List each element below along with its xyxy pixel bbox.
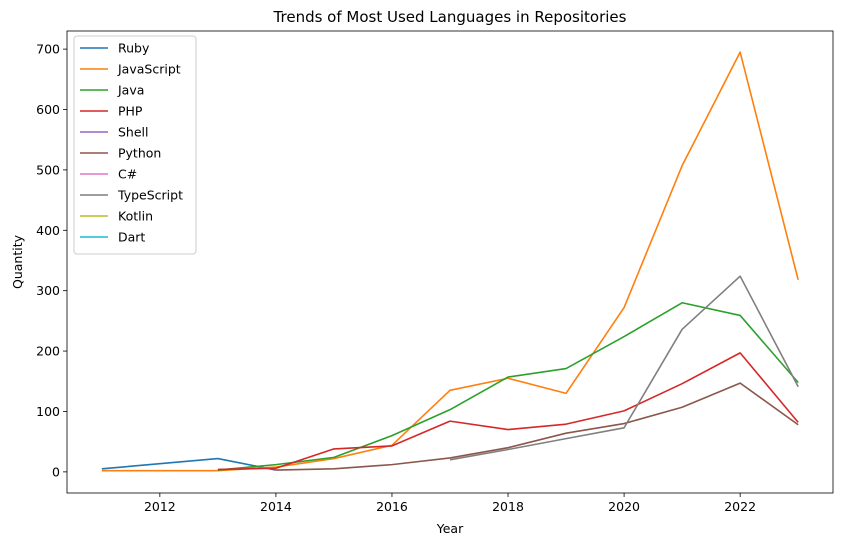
- x-tick-label: 2012: [144, 499, 176, 514]
- legend-label: JavaScript: [117, 62, 181, 77]
- y-axis-label: Quantity: [10, 234, 25, 289]
- x-tick-label: 2018: [492, 499, 524, 514]
- series-line-typescript: [449, 275, 799, 461]
- series-line-javascript: [101, 51, 799, 472]
- plot-frame: [66, 30, 834, 494]
- y-tick-label: 0: [52, 464, 60, 479]
- legend-label: PHP: [118, 104, 143, 119]
- legend-label: Shell: [118, 125, 149, 140]
- y-tick-label: 200: [36, 344, 60, 359]
- y-tick-label: 500: [36, 162, 60, 177]
- y-tick-label: 700: [36, 42, 60, 57]
- x-tick-label: 2022: [724, 499, 756, 514]
- legend-label: Ruby: [118, 41, 150, 56]
- legend-label: Java: [117, 83, 144, 98]
- series-line-php: [217, 352, 799, 471]
- x-tick-label: 2020: [608, 499, 640, 514]
- legend-label: Dart: [118, 230, 145, 245]
- plot-area: 2012 2014 2016 2018 2020 2022 0 100 200 300 400 500…: [36, 30, 834, 514]
- legend-label: TypeScript: [117, 188, 183, 203]
- y-tick-label: 300: [36, 283, 60, 298]
- y-tick-label: 100: [36, 404, 60, 419]
- legend-label: C#: [118, 167, 137, 182]
- chart-title: Trends of Most Used Languages in Reposit…: [273, 8, 627, 26]
- legend-label: Python: [118, 146, 161, 161]
- y-tick-label: 400: [36, 223, 60, 238]
- x-tick-label: 2014: [260, 499, 292, 514]
- legend-label: Kotlin: [118, 209, 153, 224]
- y-tick-label: 600: [36, 102, 60, 117]
- series-line-python: [275, 382, 799, 471]
- x-tick-label: 2016: [376, 499, 408, 514]
- x-axis-label: Year: [436, 521, 464, 536]
- series-line-java: [217, 301, 799, 471]
- legend: Ruby JavaScript Java PHP Shell Python C# TypeSc…: [73, 35, 197, 255]
